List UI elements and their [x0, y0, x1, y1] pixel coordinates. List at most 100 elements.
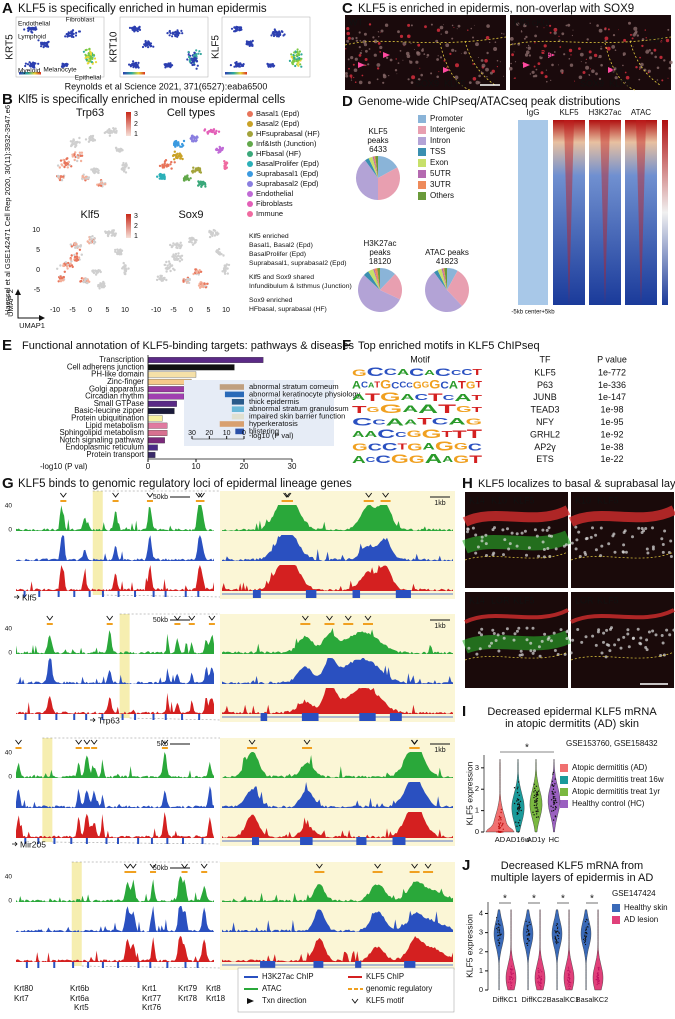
cell-dot [520, 809, 522, 812]
cell-dot [66, 166, 70, 169]
cell-dot [567, 966, 570, 968]
cell-dot [274, 29, 277, 32]
exon [260, 713, 268, 721]
cell-dot [533, 794, 536, 797]
plot-title: Klf5 [81, 209, 100, 221]
cell-dot [201, 284, 204, 287]
cell-dot [273, 34, 276, 37]
cell-dot [227, 263, 231, 267]
category-label: abnormal stratum granulosum [249, 404, 349, 413]
cell-dot [556, 943, 558, 945]
cell-dot [528, 934, 530, 937]
cell-dot [597, 974, 600, 976]
arrowhead [15, 289, 45, 321]
gene [150, 838, 153, 844]
nucleus [445, 43, 450, 48]
violin [529, 759, 543, 833]
exon [392, 837, 406, 845]
cell-dot [199, 52, 202, 56]
nucleus [385, 56, 389, 59]
nucleus [485, 67, 489, 72]
nucleus [645, 648, 649, 652]
signal-track [16, 786, 214, 808]
gene [85, 838, 88, 844]
nucleus [485, 36, 490, 40]
cell-dot [584, 943, 587, 946]
cell-dot [194, 241, 197, 244]
cell-dot [500, 817, 502, 819]
signal-track [222, 881, 453, 902]
nucleus [515, 532, 519, 536]
cell-dot [81, 177, 84, 181]
cell-dot [296, 50, 299, 53]
cell-dot [188, 278, 191, 282]
nucleus [496, 66, 498, 68]
nucleus [353, 68, 358, 72]
cell-dot [498, 822, 500, 824]
cell-dot [165, 260, 168, 264]
nucleus [377, 31, 380, 33]
nucleus [437, 55, 439, 57]
gene [117, 591, 120, 597]
cell-dot [91, 62, 94, 65]
legend-label: Promoter [430, 114, 463, 123]
nucleus [640, 527, 644, 530]
cell-dot [551, 810, 553, 812]
nucleus [656, 79, 659, 81]
signal-track [16, 565, 214, 591]
x-tick-label: -5 [170, 307, 176, 314]
nucleus [669, 60, 673, 65]
cell-dot [204, 183, 207, 186]
panel-letter: H [462, 475, 473, 492]
nucleus [436, 58, 439, 61]
cell-dot [65, 265, 69, 268]
cell-dot [92, 53, 95, 56]
nucleus [486, 76, 488, 78]
cell-dot [170, 160, 173, 164]
nucleus [529, 649, 533, 653]
cell-dot [556, 927, 559, 930]
cell-dot [208, 235, 212, 239]
gene [37, 962, 40, 968]
motif-marker [146, 492, 154, 498]
cell-dot [536, 813, 538, 815]
x-tick-label: 5 [207, 307, 211, 314]
pie-label: peaks [369, 248, 390, 257]
cell-dot [169, 269, 172, 273]
legend-label: Others [430, 191, 454, 200]
cell-dot [200, 181, 204, 184]
nucleus [613, 643, 617, 647]
cell-dot [509, 981, 512, 983]
cell-dot [199, 281, 202, 284]
nucleus [662, 653, 666, 657]
nucleus [633, 26, 638, 31]
cell-dot [511, 982, 513, 984]
cell-dot [86, 56, 89, 59]
cell-dot [83, 176, 86, 179]
cell-dot [83, 279, 87, 282]
cell-dot [208, 230, 211, 234]
nucleus [665, 628, 669, 632]
cell-dot [511, 978, 514, 981]
nucleus [533, 65, 536, 68]
cell-dot [557, 935, 560, 937]
nucleus [648, 49, 651, 52]
nucleus [568, 58, 571, 60]
cell-dot [74, 34, 78, 37]
legend-swatch [418, 181, 426, 189]
nucleus [426, 56, 428, 59]
nucleus [406, 54, 411, 58]
cell-dot [121, 164, 124, 167]
p-value: 1e-92 [600, 429, 623, 439]
cell-dot [533, 787, 536, 789]
column-header: Motif [410, 354, 430, 364]
nucleus [501, 631, 505, 635]
cell-dot [115, 131, 118, 134]
nucleus [598, 77, 602, 81]
cell-dot [99, 282, 102, 285]
nucleus [537, 554, 541, 558]
nucleus [451, 37, 454, 40]
motif-marker [149, 863, 157, 869]
x-tick-label: 10 [121, 307, 129, 314]
